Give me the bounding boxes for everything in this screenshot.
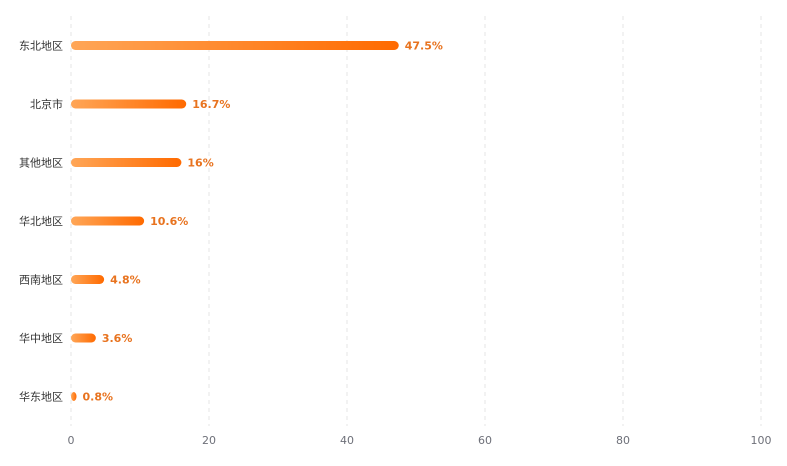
bar [71,216,145,226]
x-tick-label: 100 [751,434,772,447]
x-tick-label: 0 [68,434,75,447]
value-label: 16.7% [192,98,230,111]
category-label: 华东地区 [19,390,63,404]
category-label: 华中地区 [19,331,63,345]
x-tick-label: 40 [340,434,354,447]
x-tick-label: 80 [616,434,630,447]
bar [71,392,77,401]
bar [71,99,187,109]
bar [71,41,399,50]
x-tick-label: 60 [478,434,492,447]
bar [71,275,105,284]
category-label: 华北地区 [19,214,63,228]
category-label: 东北地区 [19,40,63,53]
category-label: 其他地区 [19,157,63,170]
value-label: 10.6% [150,215,188,228]
bar [71,158,182,167]
bars [71,41,399,401]
bar [71,333,96,343]
labels: 0 20 40 60 80 100 东北地区 47.5% 北京市 16.7% 其他地区 16% 华北地区… [19,40,772,448]
category-label: 西南地区 [19,274,63,287]
value-label: 4.8% [110,274,141,287]
value-label: 0.8% [83,391,114,404]
category-label: 北京市 [30,97,63,111]
value-label: 47.5% [405,40,443,53]
x-tick-label: 20 [202,434,216,447]
value-label: 3.6% [102,332,133,345]
value-label: 16% [187,157,213,170]
